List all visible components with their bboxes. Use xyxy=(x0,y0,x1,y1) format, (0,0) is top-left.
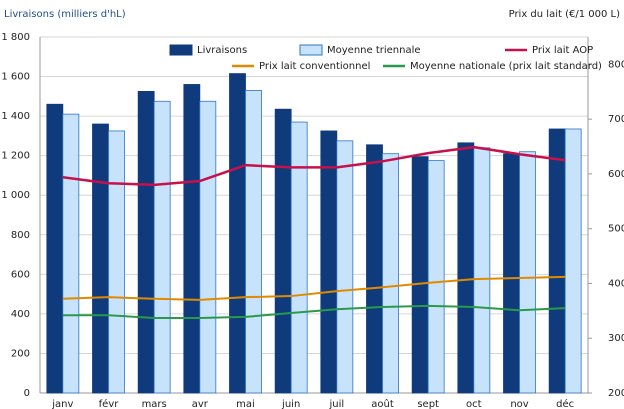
bar xyxy=(245,90,262,394)
x-tick-label: sept xyxy=(417,399,439,409)
x-tick-label: avr xyxy=(192,399,209,409)
y-tick-label: 0 xyxy=(24,388,30,399)
bar xyxy=(382,153,399,394)
y-tick-label: 1 800 xyxy=(1,32,30,43)
bar xyxy=(320,130,338,394)
x-tick-label: janv xyxy=(51,399,73,409)
line xyxy=(62,304,566,319)
y2-tick-label: 200 xyxy=(608,388,624,399)
y2-tick-label: 800 xyxy=(608,59,624,70)
legend-label: Prix lait AOP xyxy=(532,45,593,56)
legend-label: Moyenne triennale xyxy=(327,45,421,56)
x-tick-label: mars xyxy=(142,399,167,409)
bar xyxy=(290,121,308,394)
bar xyxy=(457,142,475,394)
bar xyxy=(548,128,566,394)
bar xyxy=(336,140,354,394)
legend-label: Livraisons xyxy=(197,45,247,56)
bar xyxy=(411,156,429,394)
y-tick-label: 1 400 xyxy=(1,111,30,122)
y-tick-label: 1 600 xyxy=(1,72,30,83)
bar xyxy=(153,100,171,394)
bar xyxy=(199,100,217,394)
bar xyxy=(183,84,201,394)
line xyxy=(62,275,566,301)
bar xyxy=(427,160,445,394)
bar xyxy=(46,103,64,394)
y-tick-label: 200 xyxy=(11,348,30,359)
y-tick-label: 400 xyxy=(11,309,30,320)
bar xyxy=(137,90,155,394)
bar xyxy=(62,113,80,394)
y2-axis-title: Prix du lait (€/1 000 L) xyxy=(509,9,621,20)
legend-label: Moyenne nationale (prix lait standard) xyxy=(410,61,602,72)
legend-swatch xyxy=(299,44,323,56)
bar xyxy=(366,144,383,394)
bar xyxy=(274,108,292,394)
y-tick-label: 600 xyxy=(11,269,30,280)
x-tick-label: août xyxy=(371,398,394,409)
y2-tick-label: 400 xyxy=(608,278,624,289)
x-tick-label: juin xyxy=(281,399,300,409)
line xyxy=(62,145,566,187)
bar xyxy=(519,151,536,394)
y-tick-label: 800 xyxy=(11,230,30,241)
y2-tick-label: 600 xyxy=(608,169,624,180)
bar xyxy=(564,128,582,394)
bar xyxy=(473,147,491,394)
bar xyxy=(503,153,520,394)
y2-tick-label: 700 xyxy=(608,114,624,125)
bar xyxy=(92,123,109,394)
y-tick-label: 1 000 xyxy=(1,190,30,201)
legend-swatch xyxy=(169,44,193,56)
x-tick-label: oct xyxy=(466,399,482,409)
y2-tick-label: 300 xyxy=(608,333,624,344)
bar xyxy=(108,130,125,394)
x-tick-label: déc xyxy=(556,398,574,409)
y-axis-title: Livraisons (milliers d'hL) xyxy=(4,9,126,20)
x-tick-label: févr xyxy=(99,398,120,409)
legend-label: Prix lait conventionnel xyxy=(259,61,370,72)
y2-tick-label: 500 xyxy=(608,224,624,235)
x-tick-label: mai xyxy=(236,399,255,409)
x-tick-label: juil xyxy=(328,399,344,409)
bar xyxy=(229,73,246,394)
x-tick-label: nov xyxy=(510,399,528,409)
y-tick-label: 1 200 xyxy=(1,151,30,162)
